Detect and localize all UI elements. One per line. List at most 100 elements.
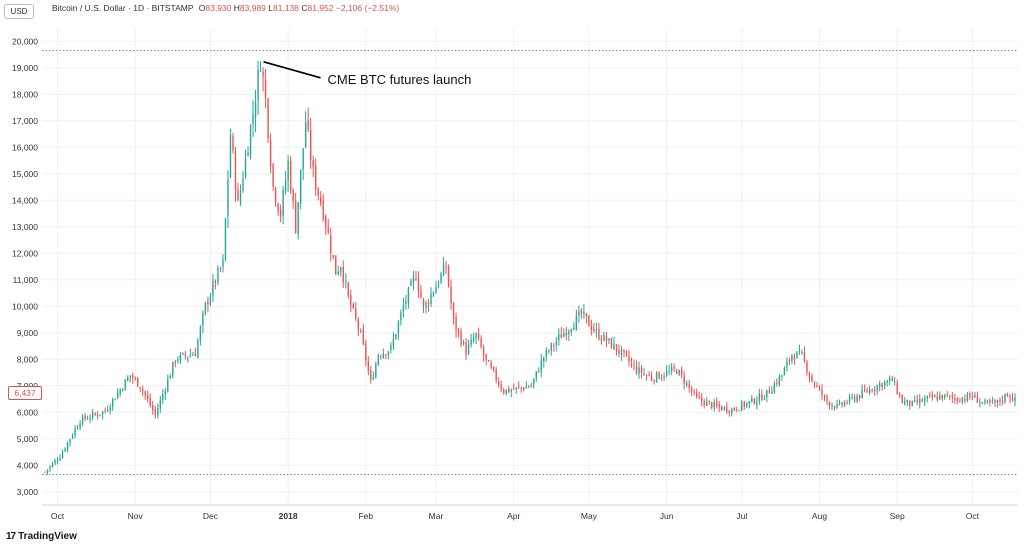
x-tick-label: May [581,511,598,521]
candle-body [520,387,522,389]
candle-body [999,399,1001,402]
candle-body [776,382,778,385]
candle-body [658,372,660,379]
candle-body [620,349,623,355]
candle-body [457,329,460,332]
candle-body [848,396,851,402]
candle-body [402,305,405,312]
candle-body [956,398,959,402]
candle-body [758,393,761,401]
candle-body [881,383,883,387]
currency-badge[interactable]: USD [4,4,34,19]
candle-body [430,293,432,305]
candle-body [553,344,555,346]
candle-body [886,380,888,383]
candle-body [357,319,360,330]
candle-body [342,267,344,282]
candle-body [523,388,525,390]
candle-body [615,344,618,351]
candle-body [934,395,936,398]
x-tick-label: Sep [890,511,905,521]
candle-body [851,396,853,398]
candle-body [1006,393,1009,397]
candle-body [477,333,480,338]
close-value: 81,952 [307,3,334,13]
candle-body [698,396,700,398]
candle-body [989,400,991,403]
candle-body [219,267,222,269]
candle-body [314,165,317,189]
candle-body [598,328,600,340]
candle-body [272,163,274,187]
x-axis: Oct Nov Dec 2018 Feb Mar Apr May Jun Jul Aug Sep Oct [51,511,980,521]
candle-body [302,148,304,170]
x-tick-label: Oct [51,511,65,521]
x-tick-label: Apr [507,511,520,521]
candle-body [981,402,984,404]
candle-body [89,418,91,420]
candle-body [197,340,199,358]
candle-body [465,342,467,355]
y-tick-label: 9,000 [17,328,39,338]
annotation-group: CME BTC futures launch [263,61,471,87]
candle-body [505,389,507,395]
candle-body [500,384,502,390]
candle-body [600,338,603,341]
candle-body [497,381,500,385]
y-tick-label: 10,000 [12,301,38,311]
candle-body [111,398,114,407]
candle-body [109,407,111,411]
candle-body [472,338,475,341]
candle-body [262,71,264,77]
candle-body [741,402,743,411]
candle-body [843,402,846,406]
candle-body [81,416,84,424]
candle-body [452,302,455,319]
candle-body [876,385,878,392]
symbol-header: Bitcoin / U.S. Dollar · 1D · BITSTAMP O8… [52,3,399,13]
candle-body [630,362,633,364]
candle-body [573,327,575,331]
candle-body [244,156,247,178]
candle-body [385,354,387,356]
candle-body [450,286,452,304]
candle-body [708,400,710,402]
candle-body [355,308,357,319]
candle-body [242,178,244,191]
candlestick-series [44,60,1016,475]
candle-body [192,354,194,356]
candle-body [733,407,735,410]
candle-body [106,410,109,412]
candle-body [924,398,926,402]
candle-body [746,402,748,407]
candle-body [515,387,517,390]
candle-body [675,369,678,374]
brand-name: TradingView [18,531,77,542]
candle-body [1001,400,1004,402]
candle-body [994,399,996,403]
candle-body [608,338,610,341]
candle-body [96,414,99,416]
candle-body [274,188,277,203]
candle-body [207,301,209,305]
candle-body [831,405,833,407]
candle-body [377,355,380,365]
candle-body [899,394,901,396]
candle-body [685,383,688,386]
candle-body [482,347,485,356]
candle-body [706,401,708,406]
candle-body [229,134,232,178]
candle-body [79,423,81,428]
change-value: −2,106 (−2.51%) [335,3,400,13]
candle-body [728,411,730,413]
candle-body [204,302,207,314]
candle-body [172,361,174,376]
candle-body [442,264,445,276]
candle-body [688,383,690,388]
tradingview-brand[interactable]: 17 TradingView [6,531,77,542]
candle-body [86,419,89,421]
x-tick-label: Oct [966,511,980,521]
candle-body [856,396,858,402]
candle-body [650,376,653,380]
